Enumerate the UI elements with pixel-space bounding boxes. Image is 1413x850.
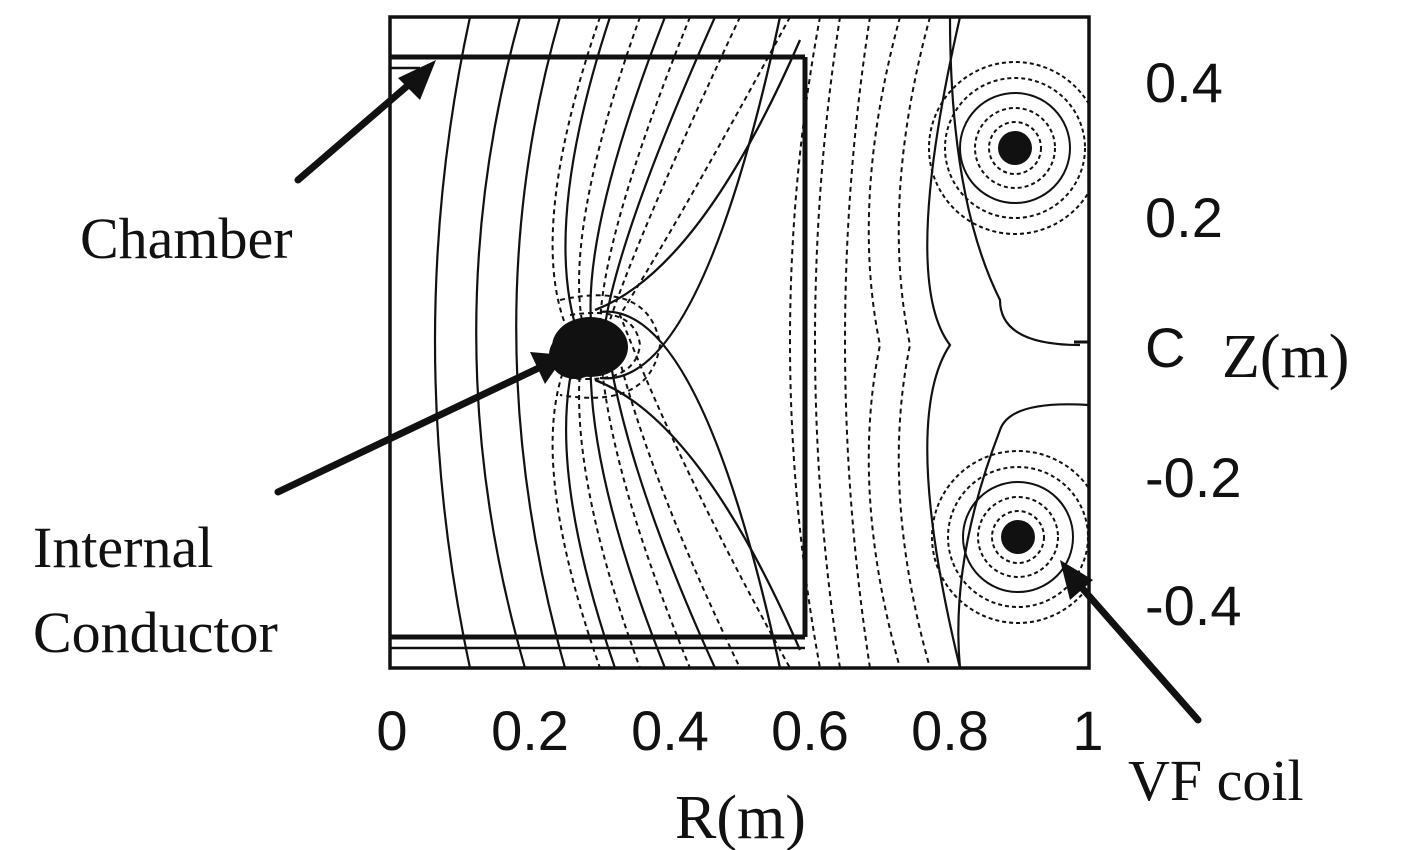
vf-coil-lower-contours [931, 450, 1089, 624]
x-tick-label: 0.4 [631, 699, 709, 762]
x-tick-label: 0.2 [491, 699, 569, 762]
contour-region [433, 17, 1089, 668]
conductor-arrow [274, 361, 549, 496]
vf-coil-label: VF coil [1128, 748, 1304, 813]
chamber-arrow [294, 71, 424, 184]
plot-frame [388, 15, 1091, 670]
y-tick-labels: 0.4 0.2 C -0.2 -0.4 [1145, 51, 1242, 637]
chamber-arrowhead [398, 60, 436, 100]
y-tick-label: -0.4 [1145, 574, 1242, 637]
separatrix [594, 17, 802, 668]
annotation-arrows [274, 60, 1202, 724]
x-tick-labels: 0 0.2 0.4 0.6 0.8 1 [376, 699, 1103, 762]
internal-label-line1: Internal [33, 515, 213, 580]
chamber-label: Chamber [80, 206, 293, 271]
chamber-outline [390, 54, 808, 650]
x-tick-label: 0 [376, 699, 407, 762]
vf-coil-arrowhead [1060, 560, 1093, 600]
x-tick-label: 0.6 [771, 699, 849, 762]
vf-coil-lower-blob [1001, 520, 1035, 554]
flux-lines-right-dashed [789, 17, 931, 668]
x-tick-label: 1 [1072, 699, 1103, 762]
y-tick-label: C [1145, 316, 1185, 379]
y-tick-label: -0.2 [1145, 446, 1242, 509]
y-tick-label: 0.4 [1145, 51, 1223, 114]
vf-coil-arrow [1071, 576, 1202, 724]
vf-coil-upper-contours [928, 61, 1089, 235]
internal-conductor-blob [549, 317, 628, 379]
y-axis-label: Z(m) [1222, 323, 1349, 391]
flux-lines-left [433, 17, 567, 668]
x-tick-label: 0.8 [911, 699, 989, 762]
x-axis-label: R(m) [675, 784, 806, 850]
internal-label-line2: Conductor [33, 600, 278, 665]
vf-coil-upper-blob [998, 131, 1032, 165]
y-tick-label: 0.2 [1145, 186, 1223, 249]
flux-lines-right-solid [926, 17, 1089, 668]
conductor-arrowhead [530, 352, 565, 384]
